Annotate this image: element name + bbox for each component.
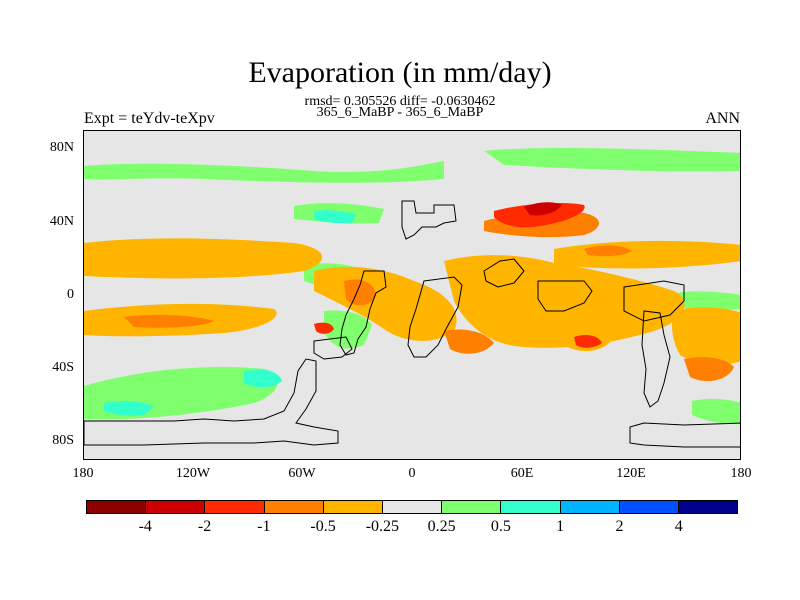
stats-line: rmsd= 0.305526 diff= -0.0630462 <box>304 94 496 109</box>
negative-anomaly-patches <box>84 202 740 382</box>
lon-label-120e: 120E <box>616 466 646 481</box>
colorbar-swatch <box>619 501 679 513</box>
colorbar-label: 0.25 <box>427 518 456 535</box>
colorbar-label: 1 <box>556 518 565 535</box>
colorbar-label: 4 <box>674 518 683 535</box>
chart-title: Evaporation (in mm/day) <box>248 56 552 89</box>
coastlines <box>84 200 740 448</box>
colorbar-label: -4 <box>138 518 152 535</box>
lon-label-0: 0 <box>408 466 416 481</box>
lon-label-60w: 60W <box>288 466 316 481</box>
lon-label-180w: 180 <box>72 466 94 481</box>
map-panel <box>83 130 741 460</box>
colorbar-label: -0.5 <box>310 518 336 535</box>
lon-label-180e: 180 <box>730 466 752 481</box>
season-label: ANN <box>705 110 740 127</box>
colorbar-swatch <box>678 501 738 513</box>
colorbar-swatch <box>560 501 620 513</box>
colorbar-swatch <box>205 501 265 513</box>
colorbar-swatch <box>146 501 206 513</box>
colorbar-swatch <box>442 501 502 513</box>
lat-label-80s: 80S <box>52 433 74 448</box>
lat-label-40s: 40S <box>52 360 74 375</box>
colorbar-label: -1 <box>257 518 271 535</box>
colorbar-label: 0.5 <box>490 518 511 535</box>
colorbar-swatch <box>323 501 383 513</box>
colorbar-swatch <box>87 501 147 513</box>
map-plot <box>84 147 740 448</box>
colorbar-swatch <box>382 501 443 513</box>
experiment-pair-label: 365_6_MaBP - 365_6_MaBP <box>316 105 484 120</box>
lat-label-0: 0 <box>67 287 74 302</box>
lon-label-60e: 60E <box>510 466 534 481</box>
lon-label-120w: 120W <box>175 466 211 481</box>
colorbar-label: -2 <box>197 518 212 535</box>
colorbar-label: 2 <box>615 518 624 535</box>
colorbar-swatch <box>264 501 324 513</box>
lat-label-80n: 80N <box>49 140 74 155</box>
colorbar-swatch <box>501 501 561 513</box>
colorbar <box>86 500 738 514</box>
experiment-label: Expt = teYdv-teXpv <box>84 110 215 127</box>
colorbar-label: -0.25 <box>365 518 400 535</box>
lat-label-40n: 40N <box>49 214 74 229</box>
